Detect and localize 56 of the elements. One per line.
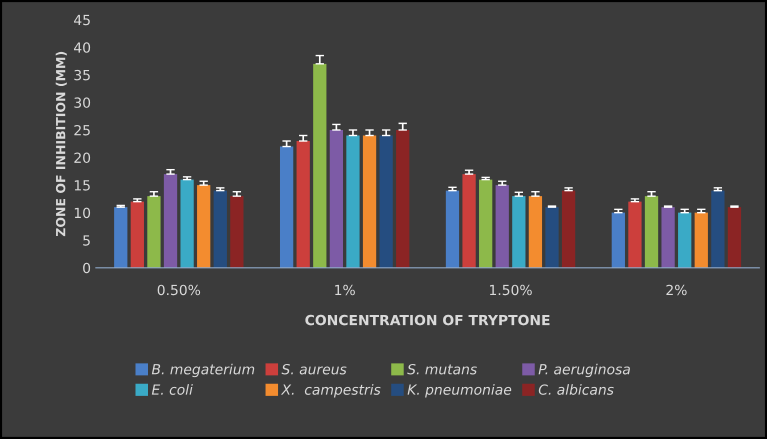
bar: [612, 212, 625, 268]
y-tick-label: 40: [74, 42, 90, 53]
bar: [462, 174, 476, 268]
bar: [330, 130, 344, 268]
bar: [678, 212, 692, 268]
bar: [496, 185, 509, 268]
y-tick-label: 35: [74, 70, 90, 80]
y-tick-label: 30: [74, 97, 90, 108]
legend-label: S. aureus: [282, 364, 346, 374]
bar: [280, 146, 294, 268]
bar: [114, 207, 128, 268]
bar: [512, 196, 526, 268]
bar: [346, 136, 360, 268]
bar: [164, 174, 178, 268]
bar: [130, 202, 144, 268]
y-tick-label: 10: [74, 208, 90, 218]
bar: [446, 190, 460, 268]
y-tick-label: 15: [74, 180, 90, 191]
bar: [147, 196, 161, 268]
x-tick-label: 2%: [666, 284, 687, 296]
legend-label: B. megaterium: [152, 364, 254, 378]
legend-label: P. aeruginosa: [538, 364, 630, 378]
bar: [230, 196, 244, 268]
y-tick-label: 20: [74, 152, 90, 164]
bar: [180, 180, 194, 268]
bar: [628, 202, 642, 268]
bar: [644, 196, 658, 268]
y-tick-label: 45: [74, 14, 90, 26]
bar: [562, 190, 576, 268]
bar: [728, 207, 742, 268]
bar: [545, 207, 559, 268]
y-tick-label: 0: [83, 262, 90, 274]
bar: [214, 190, 227, 268]
legend-label: K. pneumoniae: [408, 384, 512, 398]
legend-label: C. albicans: [538, 384, 614, 395]
y-tick-label: 5: [83, 235, 90, 246]
x-tick-label: 1%: [335, 284, 355, 296]
bar: [479, 180, 492, 268]
bar: [528, 196, 542, 268]
legend-label: X. campestris: [280, 384, 381, 398]
legend-label: S. mutans: [407, 364, 477, 374]
legend-label: E. coli: [152, 384, 193, 395]
bar: [396, 130, 410, 268]
bar: [380, 136, 393, 268]
bar: [197, 185, 210, 268]
x-tick-label: 0.50%: [158, 284, 200, 296]
x-axis-title: CONCENTRATION OF TRYPTONE: [305, 314, 550, 326]
y-tick-label: 25: [74, 124, 90, 136]
bar: [694, 212, 708, 268]
bar: [296, 141, 310, 268]
y-axis-title: ZONE OF INHIBITION (MM): [56, 52, 67, 236]
bar: [313, 64, 326, 268]
bar: [362, 136, 376, 268]
x-tick-label: 1.50%: [490, 284, 532, 296]
bar: [711, 190, 724, 268]
bar: [661, 207, 675, 268]
